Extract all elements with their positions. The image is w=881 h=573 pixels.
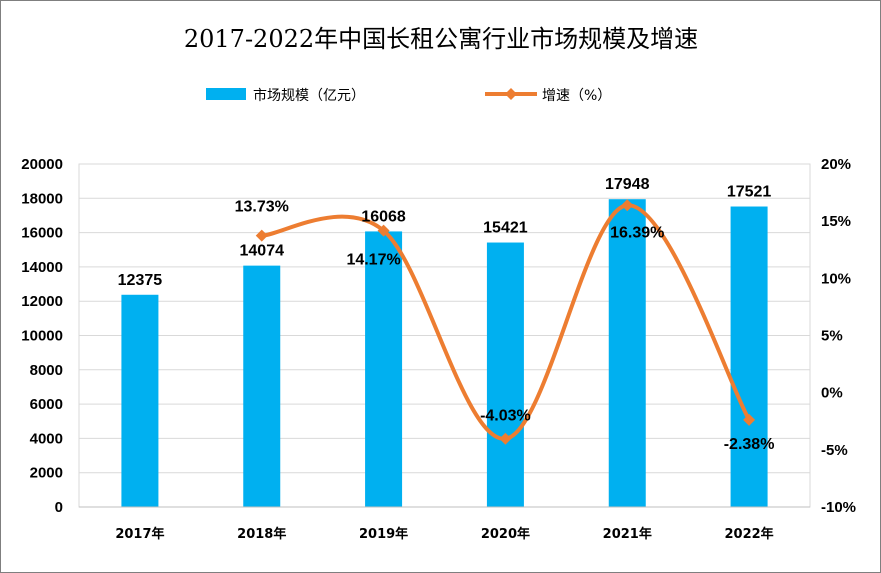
- chart-title: 2017-2022年中国长租公寓行业市场规模及增速: [184, 25, 698, 53]
- line-marker: [743, 413, 756, 426]
- line-value-label: 16.39%: [610, 224, 664, 241]
- y-right-tick-label: -10%: [821, 499, 856, 516]
- category-label: 2019年: [359, 526, 408, 542]
- legend-bar-label: 市场规模（亿元）: [253, 87, 365, 104]
- growth-line: [261, 203, 751, 441]
- bar: [121, 294, 159, 507]
- bar-value-label: 17521: [727, 184, 772, 201]
- y-left-tick-label: 6000: [30, 396, 63, 413]
- y-left-tick-label: 12000: [21, 293, 63, 310]
- bar: [365, 231, 403, 507]
- line-value-label: 14.17%: [346, 252, 400, 269]
- legend: 市场规模（亿元） 增速（%）: [206, 87, 611, 104]
- category-label: 2018年: [237, 526, 286, 542]
- y-left-tick-label: 4000: [30, 430, 63, 447]
- y-right-tick-label: 20%: [821, 156, 851, 173]
- category-label: 2022年: [724, 526, 773, 542]
- bar-value-label: 16068: [361, 208, 406, 225]
- bar: [730, 206, 768, 508]
- bar-value-label: 17948: [605, 176, 650, 193]
- y-right-tick-label: -5%: [821, 442, 848, 459]
- line-series: [255, 199, 756, 445]
- bar-value-label: 15421: [483, 220, 528, 237]
- y-right-tick-label: 0%: [821, 385, 843, 402]
- category-label: 2021年: [603, 526, 652, 542]
- bar-value-label: 14074: [240, 243, 285, 260]
- y-left-tick-label: 20000: [21, 156, 63, 173]
- y-left-tick-label: 18000: [21, 190, 63, 207]
- gridlines: [79, 163, 810, 474]
- line-value-label: 13.73%: [235, 199, 289, 216]
- bar: [486, 242, 524, 507]
- y-left-tick-label: 14000: [21, 259, 63, 276]
- y-axis-left: 0 2000 4000 6000 8000 10000 12000 14000 16000 180…: [21, 156, 63, 516]
- y-left-tick-label: 0: [55, 499, 63, 516]
- line-marker: [621, 199, 634, 212]
- bar-data-labels: 12375 14074 16068 15421 17948 17521: [118, 176, 772, 289]
- x-axis: 2017年 2018年 2019年 2020年 2021年 2022年: [79, 506, 810, 542]
- y-left-tick-label: 10000: [21, 328, 63, 345]
- y-right-tick-label: 10%: [821, 270, 851, 287]
- line-marker: [377, 224, 390, 237]
- y-right-tick-label: 15%: [821, 213, 851, 230]
- y-axis-right: -10% -5% 0% 5% 10% 15% 20%: [821, 156, 856, 516]
- y-left-tick-label: 16000: [21, 225, 63, 242]
- category-label: 2020年: [481, 526, 530, 542]
- line-marker: [255, 229, 268, 242]
- line-data-labels: 13.73% 14.17% -4.03% 16.39% -2.38%: [235, 199, 775, 453]
- y-left-tick-label: 8000: [30, 362, 63, 379]
- legend-diamond-marker: [505, 88, 517, 100]
- legend-line-label: 增速（%）: [542, 88, 611, 104]
- y-right-tick-label: 5%: [821, 328, 843, 345]
- bar: [243, 265, 281, 507]
- line-value-label: -2.38%: [724, 436, 775, 453]
- bar-series: [121, 199, 768, 508]
- bar-value-label: 12375: [118, 272, 163, 289]
- category-label: 2017年: [115, 526, 164, 542]
- line-marker: [499, 432, 512, 445]
- legend-bar-swatch: [206, 88, 246, 100]
- bar: [608, 199, 646, 507]
- line-value-label: -4.03%: [480, 408, 531, 425]
- y-left-tick-label: 2000: [30, 465, 63, 482]
